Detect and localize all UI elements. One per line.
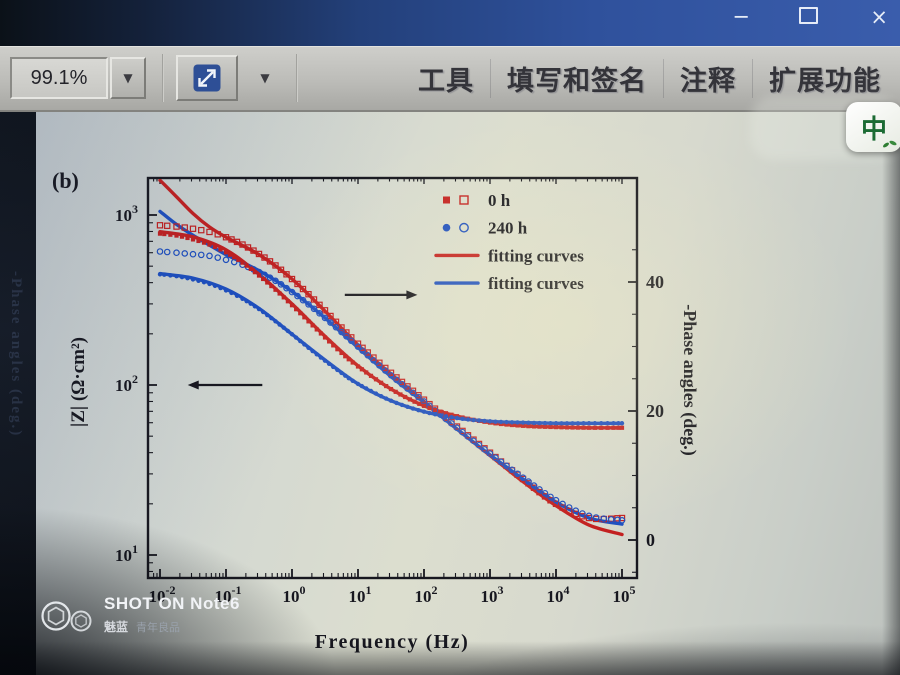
svg-text:20: 20 (646, 401, 664, 421)
zoom-level-field[interactable]: 99.1% (10, 57, 108, 99)
toolbar-separator (162, 54, 164, 102)
ime-indicator[interactable]: 中 (846, 102, 900, 152)
toolbar-expand-button[interactable]: ▼ (250, 63, 280, 93)
legend: 0 h 240 h fitting curves fitting curves (434, 191, 584, 293)
left-axis-title: |Z| (Ω·cm²) (68, 337, 89, 427)
svg-text:101: 101 (115, 542, 138, 565)
caret-down-icon: ▼ (260, 71, 270, 85)
svg-text:103: 103 (115, 202, 138, 225)
series-fit-0-h-impedance (158, 179, 624, 537)
x-axis-title: Frequency (Hz) (315, 631, 470, 653)
svg-text:102: 102 (115, 372, 138, 395)
watermark-shot-on: SHOT ON Note6 (104, 594, 240, 613)
ghost-reflection-text: -Phase angles (deg.) (8, 271, 24, 438)
maximize-button[interactable] (799, 7, 819, 28)
zoom-dropdown-button[interactable]: ▼ (110, 57, 146, 99)
svg-text:101: 101 (349, 583, 372, 606)
window-titlebar: ─ × (0, 0, 900, 46)
leaf-icon (883, 140, 897, 148)
annotation-arrowhead (187, 380, 199, 390)
svg-text:102: 102 (415, 583, 438, 606)
fit-window-button[interactable] (176, 55, 238, 101)
annotation-arrowhead (406, 290, 418, 300)
right-axis-title: -Phase angles (deg.) (679, 304, 700, 456)
panel-label: (b) (52, 168, 79, 193)
camera-watermark: SHOT ON Note6 魅蓝 青年良品 (38, 594, 240, 635)
aperture-icon (70, 610, 92, 632)
toolbar-separator (296, 54, 298, 102)
pdf-page: 10-2 10-1 100 101 102 103 104 105 101 102 103 0 20 40… (36, 110, 900, 675)
screen-left-bezel: -Phase angles (deg.) (0, 46, 36, 675)
aperture-icons (38, 598, 94, 634)
svg-text:100: 100 (283, 583, 306, 606)
svg-text:105: 105 (613, 583, 636, 606)
svg-text:240 h: 240 h (488, 219, 528, 238)
svg-text:40: 40 (646, 272, 664, 292)
diagonal-arrows-icon (193, 64, 221, 92)
watermark-brand: 魅蓝 (104, 620, 129, 634)
zoom-control: 99.1% ▼ (10, 57, 146, 99)
svg-text:0 h: 0 h (488, 191, 511, 210)
watermark-slogan: 青年良品 (136, 622, 181, 634)
menu-fill-and-sign[interactable]: 填写和签名 (490, 58, 663, 98)
minimize-button[interactable]: ─ (734, 5, 748, 29)
close-button[interactable]: × (870, 5, 888, 29)
maximize-icon (799, 7, 819, 24)
menu-extended-features[interactable]: 扩展功能 (752, 58, 897, 98)
series-layer (156, 179, 626, 537)
svg-text:103: 103 (481, 583, 504, 606)
menu-comment[interactable]: 注释 (663, 58, 752, 98)
svg-text:0: 0 (646, 530, 655, 550)
caret-down-icon: ▼ (123, 71, 133, 85)
svg-text:104: 104 (547, 583, 570, 606)
svg-text:fitting curves: fitting curves (488, 274, 584, 293)
menu-tools[interactable]: 工具 (418, 65, 474, 96)
pdf-toolbar: 99.1% ▼ ▼ 工具 填写和签名 注释 扩展功能 (0, 46, 900, 112)
toolbar-menus: 工具 填写和签名 注释 扩展功能 (402, 46, 900, 110)
window-controls: ─ × (735, 7, 888, 28)
svg-text:fitting curves: fitting curves (488, 246, 584, 265)
